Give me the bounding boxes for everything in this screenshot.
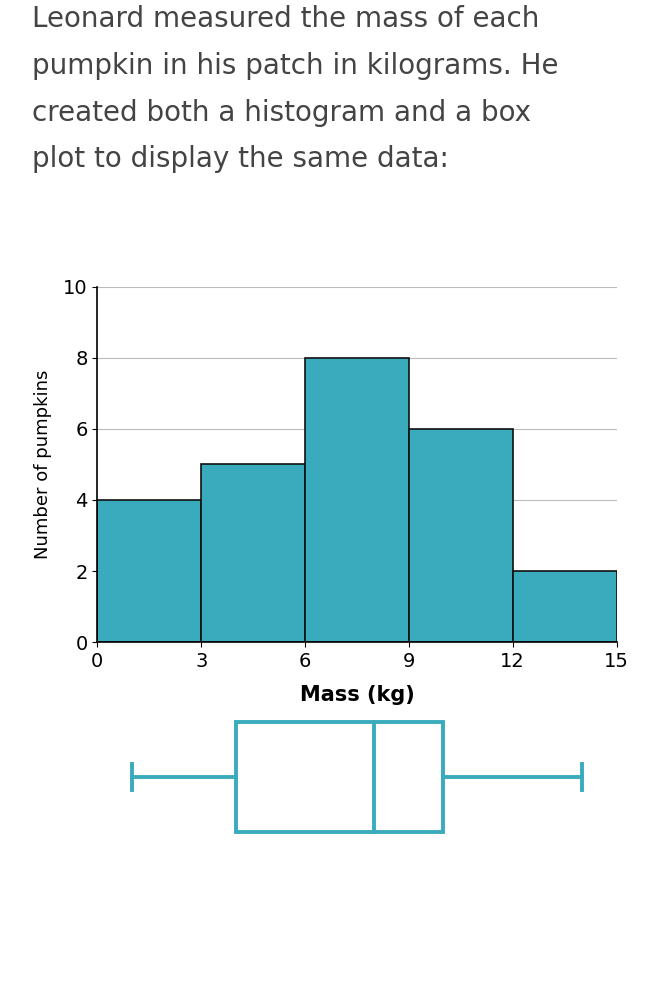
Bar — [305, 358, 409, 642]
Bar — [201, 464, 305, 642]
Text: Leonard measured the mass of each
pumpkin in his patch in kilograms. He
created : Leonard measured the mass of each pumpki… — [32, 5, 559, 174]
Bar — [513, 571, 617, 642]
Bar — [236, 722, 443, 832]
Bar — [409, 429, 513, 642]
X-axis label: Mass (kg): Mass (kg) — [300, 685, 414, 704]
Bar — [97, 500, 201, 642]
Y-axis label: Number of pumpkins: Number of pumpkins — [34, 370, 52, 559]
